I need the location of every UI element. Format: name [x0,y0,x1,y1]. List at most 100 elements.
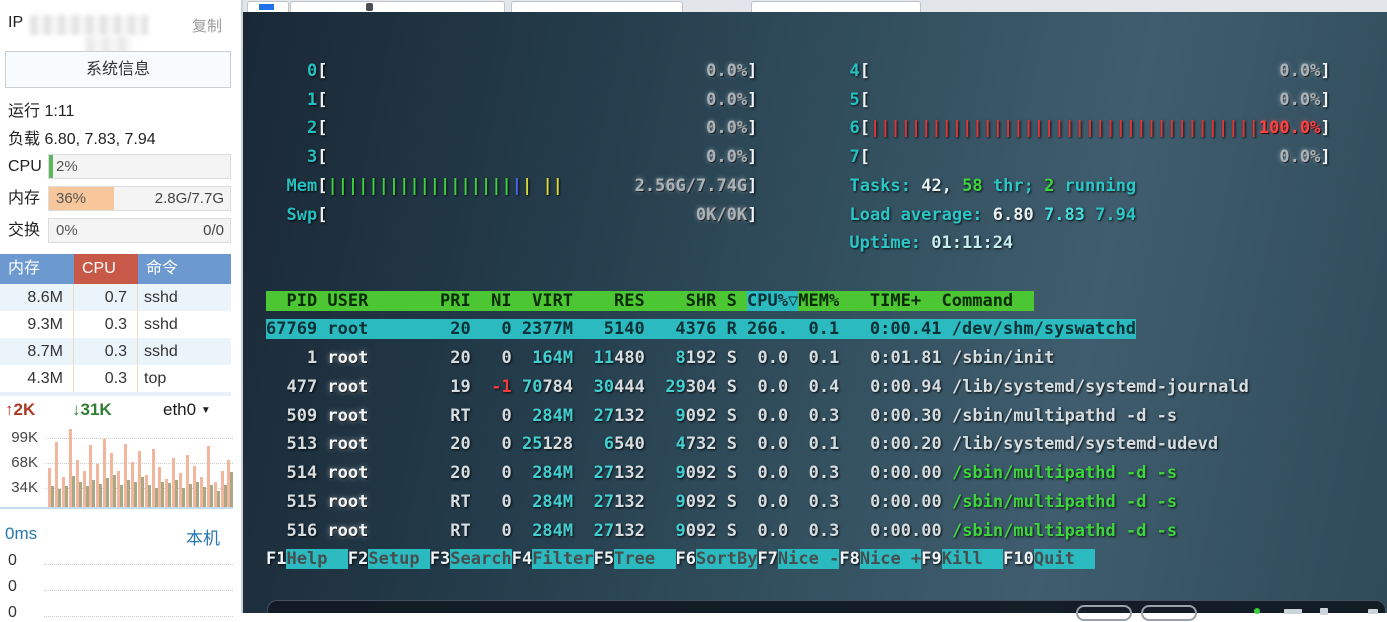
system-info-button[interactable]: 系统信息 [5,51,231,88]
meter-label: 内存 [8,190,41,207]
net-bar-low [85,486,89,508]
footer-glyph [1368,609,1378,614]
mini-table-row: 9.3M 0.3 sshd [0,311,231,338]
mini-table-cell: 0.3 [74,311,138,338]
net-bar-high [68,429,72,508]
process-row[interactable]: 516 root RT 0 284M 27132 9092 S 0.0 0.3 … [266,521,1178,541]
net-y-label: 34K [11,479,38,496]
meter-2: 交换 0% 0/0 [0,218,241,243]
mini-table-header-cell[interactable]: 命令 [138,254,231,284]
browser-tab[interactable] [290,1,505,13]
net-bar-low [161,482,165,508]
process-row[interactable]: 67769 root 20 0 2377M 5140 4376 R 266. 0… [266,319,1136,339]
process-row[interactable]: 513 root 20 0 25128 6540 4732 S 0.0 0.1 … [266,434,1219,454]
net-bar-high [130,462,134,508]
ping-gridline [44,564,233,565]
meter-detail-text: 0/0 [203,222,224,239]
status-dot [1254,608,1260,614]
cpu-meters-row-1: 1[ 0.0%] 5[ 0.0%] [306,90,1331,110]
mem-tasks-row: Mem[|||||||||||||||||||| || 2.56G/7.74G]… [286,176,1137,196]
swp-load-row: Swp[ 0K/0K] Load average: 6.80 7.83 7.94 [286,205,1137,225]
process-table-header[interactable]: PID USER PRI NI VIRT RES SHR S CPU%▽MEM%… [266,291,1034,311]
meter-track: 2% [48,154,231,179]
browser-tab[interactable] [511,1,683,13]
net-bar-low [92,480,96,508]
net-bar-low [209,485,213,508]
net-bar-high [213,482,217,508]
footer-glyph [1320,608,1328,615]
meter-fill [49,187,115,210]
net-download: ↓31K [72,400,112,419]
function-key-bar[interactable]: F1Help F2Setup F3SearchF4FilterF5Tree F6… [266,549,1096,569]
net-bar-low [71,476,75,508]
net-bar-low [195,482,199,508]
ping-host: 本机 [186,529,220,548]
process-row[interactable]: 514 root 20 0 284M 27132 9092 S 0.0 0.3 … [266,463,1178,483]
ping-y-label: 0 [8,578,17,595]
net-bar-high [179,473,183,508]
uptime-label: 运行 [8,103,41,120]
net-bar-low [202,487,206,508]
net-bar-high [75,460,79,508]
process-row[interactable]: 477 root 19 -1 70784 30444 29304 S 0.0 0… [266,377,1249,397]
net-bar-high [172,458,176,508]
mini-table-footer [0,392,231,396]
ping-gridline [44,590,233,591]
mini-table-cell: sshd [144,316,178,333]
net-bar-low [182,488,186,508]
mini-table-cell: top [144,370,167,387]
browser-tab-favicon [259,4,274,10]
net-y-label: 99K [11,429,38,446]
mini-table-cell: 0.3 [74,365,138,392]
htop-terminal[interactable]: 0[ 0.0%] 4[ 0.0%] 1[ 0.0%] 5[ 0 [243,12,1387,613]
net-bar-high [123,444,127,508]
net-bar-high [199,477,203,508]
net-bar-low [168,483,172,508]
net-bar-low [99,484,103,508]
mini-table-cell: 0.3 [74,338,138,365]
mini-table-cell: 8.7M [0,338,74,365]
net-bar-high [48,468,51,508]
net-chart-baseline [0,507,233,509]
meter-1: 内存 36% 2.8G/7.7G [0,186,241,211]
meter-label: 交换 [8,222,41,239]
footer-button[interactable] [1076,605,1132,621]
net-bar-low [223,485,227,508]
browser-tab[interactable] [751,1,921,13]
meter-track: 36% 2.8G/7.7G [48,186,231,211]
net-bar-low [216,491,220,508]
process-row[interactable]: 515 root RT 0 284M 27132 9092 S 0.0 0.3 … [266,492,1178,512]
monitor-sidebar: IP 复制 系统信息 运行 1:11 负载 6.80, 7.83, 7.94 C… [0,0,241,621]
sidebar-divider [241,0,243,613]
net-bar-high [54,442,58,508]
mini-table-row: 8.6M 0.7 sshd [0,284,231,311]
terminal-footer-toolbar [267,600,1386,621]
load-value: 6.80, 7.83, 7.94 [44,131,156,148]
mini-table-header-cell[interactable]: 内存 [0,254,74,284]
net-bar-high [144,475,148,508]
process-row[interactable]: 1 root 20 0 164M 11480 8192 S 0.0 0.1 0:… [266,348,1055,368]
load-line: 负载 6.80, 7.83, 7.94 [8,125,156,149]
net-y-label: 68K [11,454,38,471]
net-bar-low [106,478,110,508]
ping-gridline [44,616,233,617]
browser-tab-strip [243,0,1387,13]
copy-ip-link[interactable]: 复制 [192,18,223,35]
ping-y-label: 0 [8,604,17,621]
net-bar-high [192,466,196,508]
net-bar-high [103,439,107,508]
mini-table-header-cell[interactable]: CPU [74,254,138,284]
net-bar-low [113,475,117,508]
footer-button[interactable] [1141,605,1197,621]
net-bar-high [220,471,224,508]
interface-selector[interactable]: eth0 ▼ [163,400,211,419]
net-bar-high [110,453,114,508]
net-bar-low [175,480,179,508]
net-traffic-chart [48,429,234,508]
uptime-value: 1:11 [44,103,75,120]
meter-0: CPU 2% [0,154,241,179]
net-bar-high [165,479,169,508]
ping-latency: 0ms [5,524,38,543]
ping-y-label: 0 [8,552,17,569]
process-row[interactable]: 509 root RT 0 284M 27132 9092 S 0.0 0.3 … [266,406,1178,426]
